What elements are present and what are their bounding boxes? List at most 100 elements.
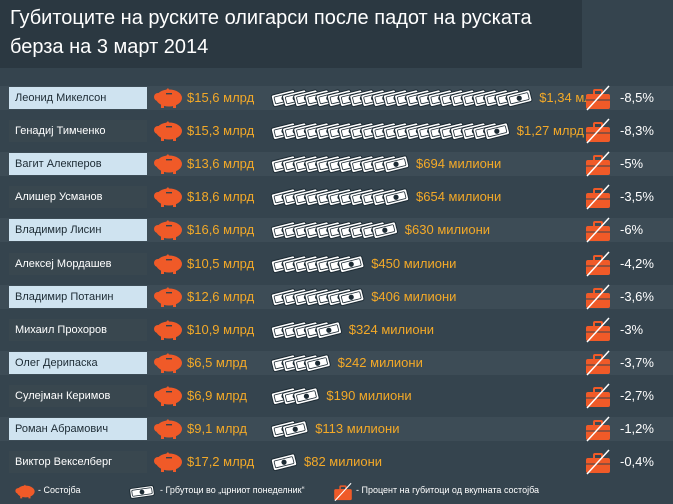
oligarch-name: Олег Дерипаска xyxy=(9,351,147,374)
net-worth-value: $10,5 млрд xyxy=(187,255,255,271)
loss-percent: -2,7% xyxy=(620,387,654,403)
net-worth-value: $6,9 млрд xyxy=(187,387,247,403)
piggy-bank-icon xyxy=(152,385,184,406)
loss-percent: -8,3% xyxy=(620,123,654,139)
briefcase-icon xyxy=(583,317,613,343)
briefcase-icon xyxy=(583,184,613,210)
loss-value: $324 милиони xyxy=(348,321,435,337)
banknote-icon xyxy=(129,485,155,499)
briefcase-icon xyxy=(583,151,613,177)
table-row: Алексеј Мордашев $10,5 млрд $450 милиони -4… xyxy=(0,247,673,280)
loss-banknote-stack xyxy=(270,288,365,306)
briefcase-icon xyxy=(583,118,613,144)
oligarch-name: Виктор Векселберг xyxy=(9,451,147,474)
table-row: Вагит Алекперов $13,6 млрд $694 милиони -5% xyxy=(0,147,673,180)
banknote-icon xyxy=(338,254,365,273)
loss-banknote-stack xyxy=(270,155,410,174)
banknote-icon xyxy=(483,122,511,141)
banknote-icon xyxy=(506,89,533,108)
loss-percent: -3,6% xyxy=(620,288,654,304)
loss-value: $190 милиони xyxy=(326,387,412,403)
loss-percent: -3,7% xyxy=(620,354,654,370)
loss-percent: -5% xyxy=(620,156,644,172)
loss-banknote-stack xyxy=(270,387,320,405)
briefcase-icon xyxy=(334,482,352,502)
banknote-icon xyxy=(270,453,298,472)
banknote-icon xyxy=(382,188,410,207)
table-row: Владимир Лисин $16,6 млрд $630 милиони -6% xyxy=(0,213,673,246)
oligarch-name: Сулејман Керимов xyxy=(9,384,147,407)
net-worth-value: $13,6 млрд xyxy=(187,156,255,172)
loss-value: $630 милиони xyxy=(404,222,491,238)
loss-percent: -4,2% xyxy=(620,255,654,271)
loss-banknote-stack xyxy=(270,254,365,273)
briefcase-icon xyxy=(583,416,613,442)
loss-banknote-stack xyxy=(270,188,410,207)
net-worth-value: $18,6 млрд xyxy=(187,189,255,205)
piggy-bank-icon xyxy=(152,154,184,175)
legend: - Состојба - Грбутоци во „црниот понедел… xyxy=(0,480,673,504)
table-row: Роман Абрамович $9,1 млрд $113 милиони -1,2… xyxy=(0,412,673,445)
loss-banknote-stack xyxy=(270,420,309,439)
piggy-bank-icon xyxy=(152,187,184,208)
banknote-icon xyxy=(315,321,343,339)
loss-percent: -3% xyxy=(620,321,644,337)
loss-banknote-stack xyxy=(270,221,399,240)
table-row: Олег Дерипаска $6,5 млрд $242 милиони -3,7% xyxy=(0,346,673,379)
loss-percent: -6% xyxy=(620,222,644,238)
table-row: Михаил Прохоров $10,9 млрд $324 милиони -3% xyxy=(0,313,673,346)
loss-banknote-stack xyxy=(270,89,533,108)
briefcase-icon xyxy=(583,217,613,243)
briefcase-icon xyxy=(583,350,613,376)
banknote-icon xyxy=(382,155,410,174)
oligarch-name: Владимир Лисин xyxy=(9,219,147,242)
loss-percent: -0,4% xyxy=(620,454,654,470)
loss-percent: -3,5% xyxy=(620,189,654,205)
oligarch-name: Владимир Потанин xyxy=(9,285,147,308)
oligarch-name: Роман Абрамович xyxy=(9,418,147,440)
piggy-bank-icon xyxy=(152,419,184,439)
oligarch-name: Алишер Усманов xyxy=(9,186,147,209)
piggy-bank-icon xyxy=(15,484,35,499)
net-worth-value: $16,6 млрд xyxy=(187,222,255,238)
oligarch-name: Вагит Алекперов xyxy=(9,153,147,176)
loss-value: $694 милиони xyxy=(416,156,502,172)
table-row: Генадиј Тимченко $15,3 млрд $1,27 млрд -8,3… xyxy=(0,114,673,147)
briefcase-icon xyxy=(583,250,613,277)
piggy-bank-icon xyxy=(152,121,184,142)
piggy-bank-icon xyxy=(152,220,184,241)
loss-banknote-stack xyxy=(270,354,331,372)
banknote-icon xyxy=(304,354,331,372)
loss-value: $113 милиони xyxy=(315,421,400,436)
net-worth-value: $9,1 млрд xyxy=(187,421,247,436)
chart-title: Губитоците на руските олигарси после пад… xyxy=(10,7,532,58)
briefcase-icon xyxy=(583,284,613,310)
table-row: Леонид Микелсон $15,6 млрд $1,34 млрд -8,5% xyxy=(0,81,673,114)
loss-value: $82 милиони xyxy=(304,454,383,470)
loss-value: $242 милиони xyxy=(337,354,423,370)
net-worth-value: $10,9 млрд xyxy=(187,321,255,337)
oligarch-name: Генадиј Тимченко xyxy=(9,120,147,143)
loss-percent: -8,5% xyxy=(620,90,654,105)
loss-value: $450 милиони xyxy=(371,255,457,271)
piggy-bank-icon xyxy=(152,286,184,307)
piggy-bank-icon xyxy=(152,352,184,373)
table-row: Сулејман Керимов $6,9 млрд $190 милиони -2,… xyxy=(0,379,673,412)
table-row: Алишер Усманов $18,6 млрд $654 милиони -3,5… xyxy=(0,180,673,213)
legend-loss: - Грбутоци во „црниот понеделник“ xyxy=(160,485,305,495)
piggy-bank-icon xyxy=(152,452,184,473)
loss-value: $406 милиони xyxy=(371,288,457,304)
loss-percent: -1,2% xyxy=(620,421,654,436)
loss-banknote-stack xyxy=(270,453,298,472)
legend-net-worth: - Состојба xyxy=(38,485,81,495)
title-box: Губитоците на руските олигарси после пад… xyxy=(0,0,582,68)
table-row: Владимир Потанин $12,6 млрд $406 милиони -3… xyxy=(0,280,673,313)
briefcase-icon xyxy=(583,449,613,475)
oligarch-name: Михаил Прохоров xyxy=(9,318,147,341)
loss-value: $654 милиони xyxy=(416,189,502,205)
piggy-bank-icon xyxy=(152,253,184,274)
piggy-bank-icon xyxy=(152,88,184,108)
oligarch-name: Алексеј Мордашев xyxy=(9,252,147,275)
banknote-icon xyxy=(282,420,309,439)
table-row: Виктор Векселберг $17,2 млрд $82 милиони -0… xyxy=(0,445,673,478)
